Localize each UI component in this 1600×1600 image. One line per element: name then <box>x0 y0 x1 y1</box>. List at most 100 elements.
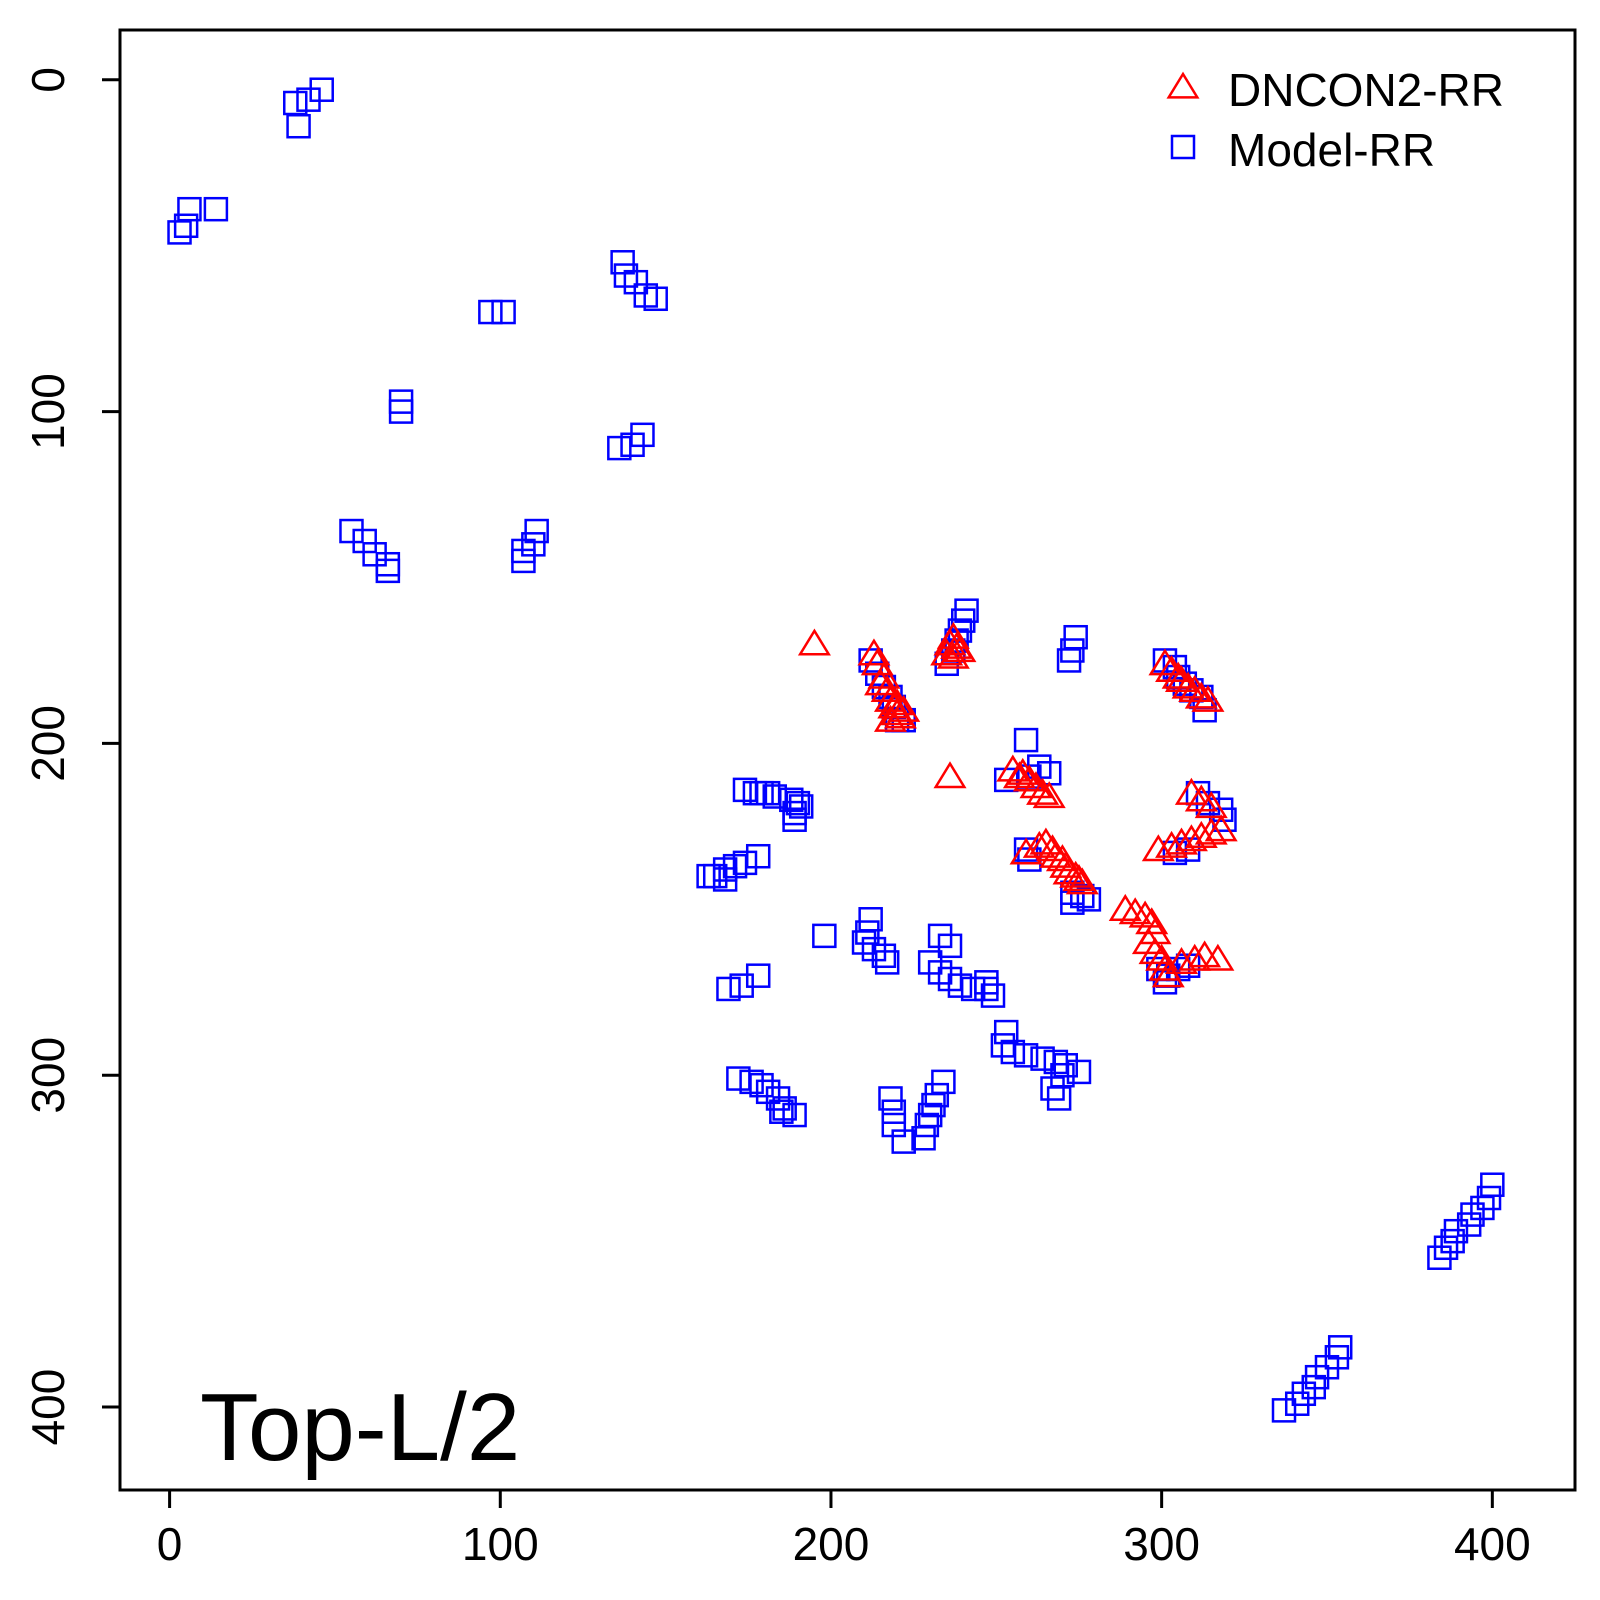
model-rr-point <box>749 1072 774 1098</box>
dncon2-rr-point <box>933 761 967 789</box>
model-rr-point <box>878 1086 903 1111</box>
x-tick-label: 200 <box>793 1518 870 1570</box>
model-rr-point <box>1212 807 1237 832</box>
model-rr-point <box>974 976 999 1002</box>
model-rr-point <box>891 1129 916 1154</box>
dncon2-rr-point <box>1029 827 1063 855</box>
y-tick-label: 300 <box>22 1037 74 1114</box>
dncon2-rr-point <box>1006 757 1040 785</box>
model-rr-point <box>203 196 229 222</box>
model-rr-point <box>1060 890 1085 915</box>
dncon2-rr-legend-marker <box>1166 71 1200 99</box>
model-rr-point <box>769 1099 794 1124</box>
dncon2-rr-point <box>1201 943 1235 971</box>
dncon2-rr-point <box>1012 764 1046 792</box>
dncon2-rr-point <box>1174 824 1208 852</box>
dncon2-rr-point <box>864 668 898 696</box>
model-rr-point <box>1056 648 1082 673</box>
dncon2-rr-point <box>1191 684 1225 712</box>
model-rr-point <box>1427 1245 1452 1270</box>
dncon2-rr-point <box>1194 791 1228 819</box>
dncon2-rr-point <box>930 638 964 666</box>
dncon2-rr-point <box>1171 671 1205 699</box>
dncon2-rr-point <box>1184 820 1218 848</box>
model-rr-point <box>812 923 837 949</box>
model-rr-point <box>1152 970 1178 995</box>
model-rr-point <box>729 973 754 998</box>
model-rr-point <box>974 970 999 995</box>
model-rr-point <box>947 973 973 998</box>
dncon2-rr-point <box>1178 943 1212 971</box>
model-rr-point <box>1456 1212 1482 1237</box>
model-rr-point <box>745 843 771 869</box>
model-rr-point <box>491 299 516 325</box>
legend: DNCON2-RR Model-RR <box>1166 64 1504 176</box>
dncon2-rr-point <box>1118 897 1152 925</box>
model-rr-point <box>296 87 321 112</box>
dncon2-rr-point <box>880 688 914 716</box>
model-rr-point <box>1013 1043 1039 1068</box>
model-rr-point <box>524 518 549 544</box>
dncon2-rr-point <box>1204 814 1238 842</box>
dncon2-rr-point <box>1178 674 1212 702</box>
model-rr-point <box>478 299 503 325</box>
model-rr-point <box>620 432 645 458</box>
dncon2-rr-point <box>1184 681 1218 709</box>
model-rr-point <box>881 1099 907 1124</box>
model-rr-point <box>511 548 536 574</box>
model-rr-point <box>858 648 883 673</box>
chart-annotation: Top-L/2 <box>200 1374 520 1481</box>
model-rr-point <box>375 558 401 584</box>
model-rr-point <box>782 807 807 832</box>
dncon2-rr-point <box>857 638 891 666</box>
model-rr-point <box>960 976 986 1002</box>
dncon2-rr-point <box>870 674 904 702</box>
dncon2-rr-point <box>1164 947 1199 975</box>
dncon2-rr-point <box>1151 960 1185 988</box>
model-rr-point <box>1013 727 1039 753</box>
dncon2-rr-point <box>873 704 908 732</box>
model-rr-point <box>610 250 635 275</box>
dncon2-rr-point <box>1138 937 1172 965</box>
model-rr-point <box>167 220 192 245</box>
dncon2-rr-point <box>1145 943 1179 971</box>
model-rr-point <box>1271 1398 1297 1423</box>
dncon2-rr-point <box>1164 664 1199 693</box>
model-rr-point <box>1066 1059 1092 1085</box>
dncon2-rr-point <box>1141 834 1175 862</box>
model-rr-point <box>993 1019 1019 1045</box>
dncon2-rr-legend-label: DNCON2-RR <box>1228 64 1504 116</box>
model-rr-point <box>173 213 199 239</box>
model-rr-point <box>980 983 1006 1008</box>
model-rr-point <box>696 863 721 889</box>
dncon2-rr-point <box>1032 781 1066 809</box>
y-tick-label: 400 <box>22 1369 74 1446</box>
dncon2-rr-point <box>943 635 977 663</box>
dncon2-rr-point <box>797 628 831 656</box>
x-tick-label: 100 <box>462 1518 539 1570</box>
dncon2-rr-point <box>1039 840 1073 868</box>
model-rr-point <box>607 435 632 461</box>
model-rr-point <box>911 1126 936 1151</box>
dncon2-rr-point <box>1065 867 1099 895</box>
y-tick-label: 0 <box>22 67 74 93</box>
model-rr-point <box>1440 1228 1465 1254</box>
data-points <box>167 77 1505 1423</box>
model-rr-point <box>1076 887 1102 912</box>
dncon2-rr-point <box>1155 655 1189 683</box>
model-rr-point <box>788 794 814 819</box>
model-rr-point <box>1000 1039 1026 1065</box>
model-rr-point <box>1046 1086 1072 1111</box>
dncon2-rr-point <box>1194 817 1228 845</box>
dncon2-rr-point <box>936 641 970 669</box>
model-rr-point <box>871 943 897 969</box>
dncon2-rr-point <box>887 694 921 722</box>
plot-frame <box>118 28 1577 1492</box>
x-tick-label: 400 <box>1454 1518 1531 1570</box>
dncon2-rr-point <box>1108 893 1142 921</box>
y-tick-label: 100 <box>22 373 74 450</box>
model-rr-point <box>931 1069 956 1095</box>
dncon2-rr-point <box>1148 648 1182 676</box>
model-rr-point <box>874 950 900 975</box>
